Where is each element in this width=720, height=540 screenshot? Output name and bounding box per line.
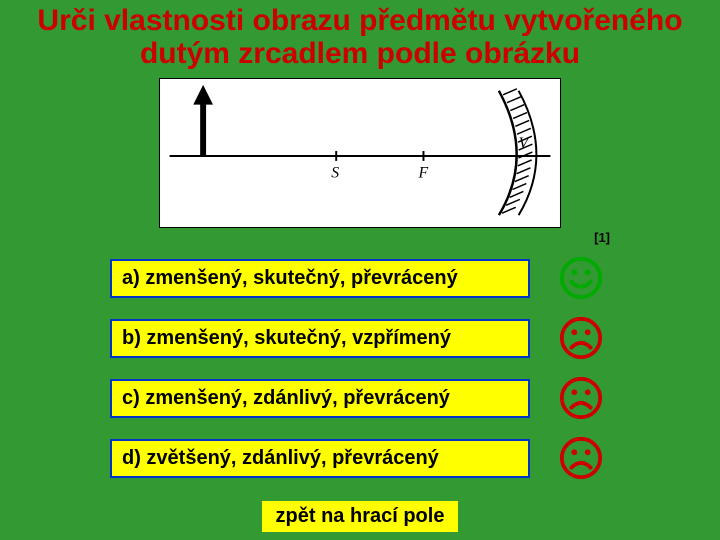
mirror-diagram: SFV — [159, 78, 561, 228]
frown-icon — [558, 375, 604, 421]
option-row-d: d) zvětšený, zdánlivý, převrácený — [110, 435, 660, 481]
frown-icon — [558, 315, 604, 361]
option-c[interactable]: c) zmenšený, zdánlivý, převrácený — [110, 379, 530, 418]
svg-text:F: F — [418, 165, 429, 182]
frown-icon — [558, 435, 604, 481]
option-row-b: b) zmenšený, skutečný, vzpřímený — [110, 315, 660, 361]
option-d[interactable]: d) zvětšený, zdánlivý, převrácený — [110, 439, 530, 478]
option-a[interactable]: a) zmenšený, skutečný, převrácený — [110, 259, 530, 298]
answer-options: a) zmenšený, skutečný, převrácený b) zme… — [0, 245, 720, 501]
option-row-c: c) zmenšený, zdánlivý, převrácený — [110, 375, 660, 421]
back-row: zpět na hrací pole — [0, 501, 720, 532]
svg-text:S: S — [331, 165, 339, 182]
option-b[interactable]: b) zmenšený, skutečný, vzpřímený — [110, 319, 530, 358]
back-button[interactable]: zpět na hrací pole — [262, 501, 459, 532]
option-row-a: a) zmenšený, skutečný, převrácený — [110, 255, 660, 301]
question-title: Urči vlastnosti obrazu předmětu vytvořen… — [0, 0, 720, 78]
diagram-container: SFV — [0, 78, 720, 228]
citation-label: [1] — [0, 230, 720, 245]
smile-icon — [558, 255, 604, 301]
